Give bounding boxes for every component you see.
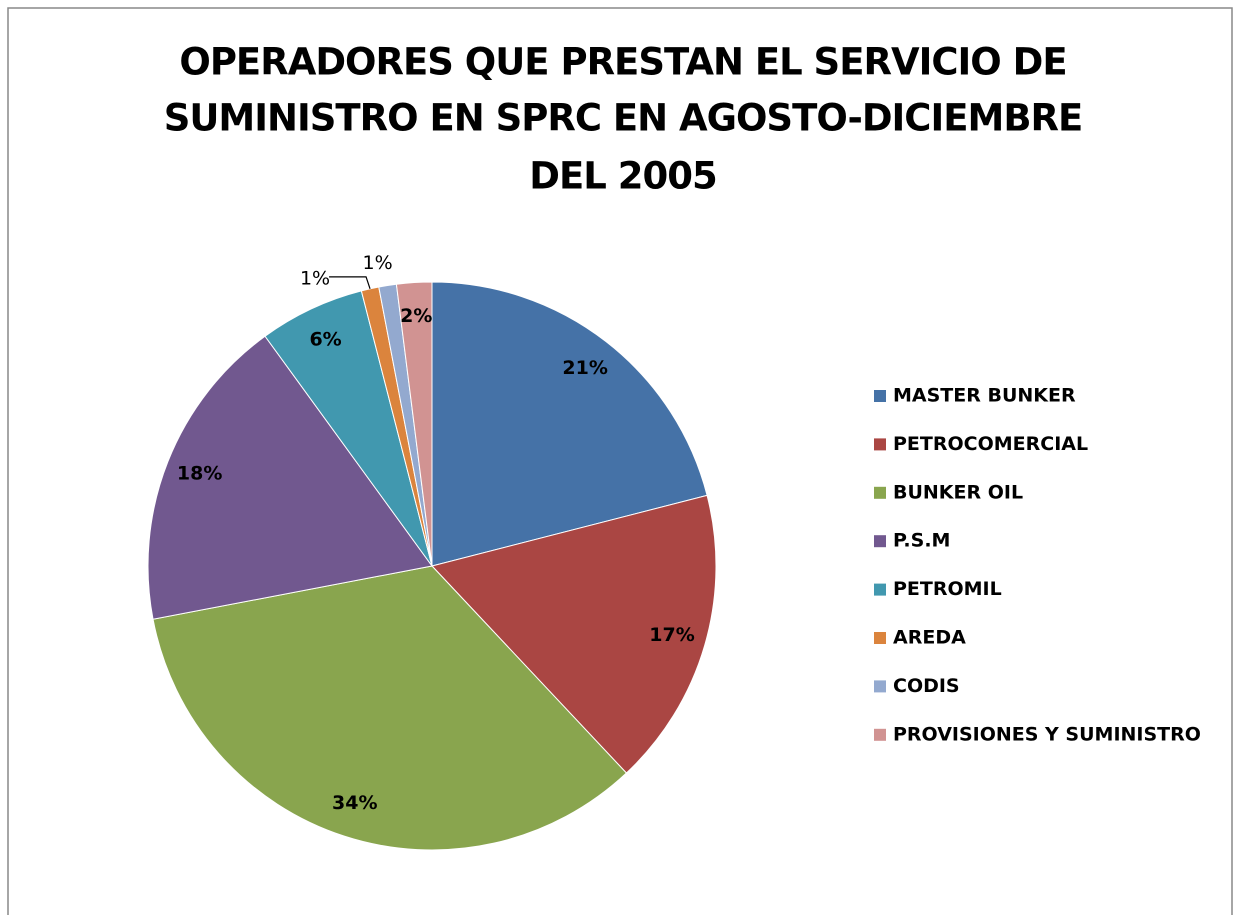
legend-swatch [874,535,886,548]
legend-swatch [874,438,886,451]
legend-label: MASTER BUNKER [893,385,1076,407]
data-label: 21% [562,357,607,379]
data-label: 1% [362,252,392,274]
chart-title: OPERADORES QUE PRESTAN EL SERVICIO DE [179,41,1066,84]
pie-slice [152,565,628,851]
legend-label: BUNKER OIL [893,481,1023,503]
data-label: 17% [649,624,694,646]
pie-slice [395,281,433,567]
pie-slice [431,494,717,774]
data-label: 18% [177,462,222,484]
legend-swatch [874,486,886,499]
legend-label: CODIS [893,675,960,697]
leader-line [329,276,371,290]
data-label: 6% [309,328,341,350]
data-label: 34% [332,792,377,814]
pie-slice [147,335,433,620]
legend-swatch [874,728,886,741]
legend-swatch [874,632,886,644]
data-label: 2% [400,305,432,327]
legend-swatch [874,390,886,402]
legend-label: P.S.M [893,530,950,552]
data-label: 1% [300,267,330,289]
legend-label: PROVISIONES Y SUMINISTRO [893,723,1201,745]
legend-label: AREDA [893,627,966,649]
legend-label: PETROMIL [893,578,1002,600]
legend-swatch [874,680,886,693]
pie-slice [431,281,708,567]
chart-title: SUMINISTRO EN SPRC EN AGOSTO-DICIEMBRE [164,97,1083,140]
legend-swatch [874,583,886,596]
legend-label: PETROCOMERCIAL [893,433,1088,455]
chart-title: DEL 2005 [529,155,716,198]
